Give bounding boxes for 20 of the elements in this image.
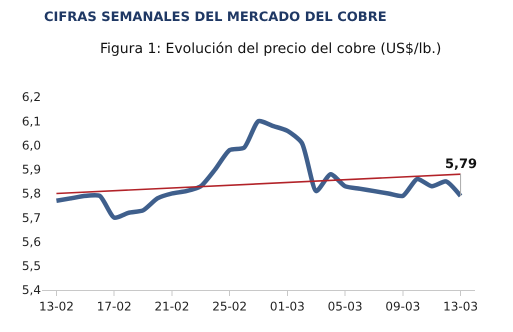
x-tick-label: 21-02	[154, 299, 190, 314]
annotation: 5,79	[445, 157, 478, 172]
x-tick-label: 13-03	[443, 299, 478, 314]
y-tick-label: 6,0	[22, 138, 41, 152]
x-tick-label: 13-02	[38, 299, 74, 314]
y-tick-label: 5,4	[22, 283, 41, 298]
y-tick-label: 5,8	[22, 186, 41, 201]
x-tick-label: 17-02	[96, 299, 132, 314]
chart-subtitle: Figura 1: Evolución del precio del cobre (US$/lb.)	[100, 41, 442, 57]
y-tick-label: 5,5	[22, 259, 41, 274]
y-tick-label: 5,9	[22, 162, 41, 177]
y-tick-label: 6,2	[22, 90, 41, 104]
x-tick-label: 25-02	[212, 299, 248, 314]
y-tick-label: 6,1	[22, 114, 41, 128]
x-tick-label: 09-03	[385, 299, 420, 314]
x-tick-label: 05-03	[328, 299, 363, 314]
y-tick-label: 5,6	[22, 234, 41, 249]
x-tick-label: 01-03	[270, 299, 305, 314]
y-tick-label: 5,7	[22, 210, 41, 225]
chart-title: CIFRAS SEMANALES DEL MERCADO DEL COBRE	[44, 10, 387, 25]
